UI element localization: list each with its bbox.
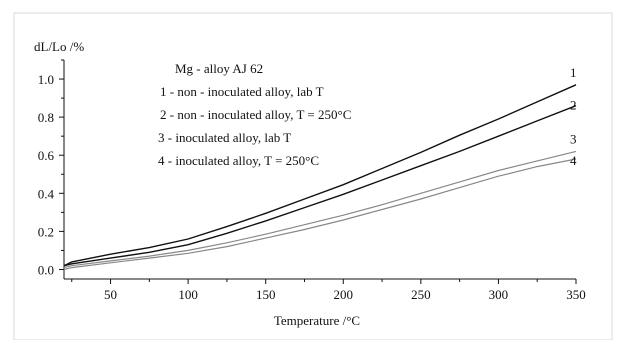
legend-entry-3: 3 - inoculated alloy, lab T xyxy=(158,130,291,145)
series-label-1: 1 xyxy=(570,65,577,80)
x-tick-label: 350 xyxy=(566,287,586,302)
legend-entry-2: 2 - non - inoculated alloy, T = 250°C xyxy=(160,107,351,122)
series-line-2 xyxy=(63,105,577,267)
axes: 50 100 150 200 250 300 350 0.0 0.2 0.4 0.6 0.8 1.0 xyxy=(38,59,586,302)
legend-entry-4: 4 - inoculated alloy, T = 250°C xyxy=(158,153,319,168)
series-line-4 xyxy=(63,158,577,271)
chart-title: Mg - alloy AJ 62 xyxy=(175,61,263,76)
x-tick-label: 100 xyxy=(178,287,198,302)
x-tick-label: 150 xyxy=(256,287,276,302)
y-tick-label: 0.0 xyxy=(38,262,54,277)
y-axis-title: dL/Lo /% xyxy=(34,39,84,54)
series-label-4: 4 xyxy=(570,153,577,168)
x-tick-label: 50 xyxy=(104,287,117,302)
legend: 1 - non - inoculated alloy, lab T 2 - no… xyxy=(158,84,351,168)
series-label-3: 3 xyxy=(570,131,577,146)
y-tick-label: 0.4 xyxy=(38,186,55,201)
x-axis-title: Temperature /°C xyxy=(274,313,360,328)
x-tick-label: 200 xyxy=(334,287,354,302)
series-label-2: 2 xyxy=(570,98,577,113)
y-tick-label: 0.2 xyxy=(38,224,54,239)
x-tick-label: 300 xyxy=(489,287,509,302)
y-tick-label: 1.0 xyxy=(38,72,54,87)
series-layer: 1 2 3 4 xyxy=(63,65,577,271)
y-tick-label: 0.6 xyxy=(38,148,55,163)
series-line-3 xyxy=(63,150,577,269)
x-tick-label: 250 xyxy=(411,287,431,302)
y-tick-label: 0.8 xyxy=(38,110,54,125)
legend-entry-1: 1 - non - inoculated alloy, lab T xyxy=(160,84,324,99)
series-line-1 xyxy=(63,84,577,267)
